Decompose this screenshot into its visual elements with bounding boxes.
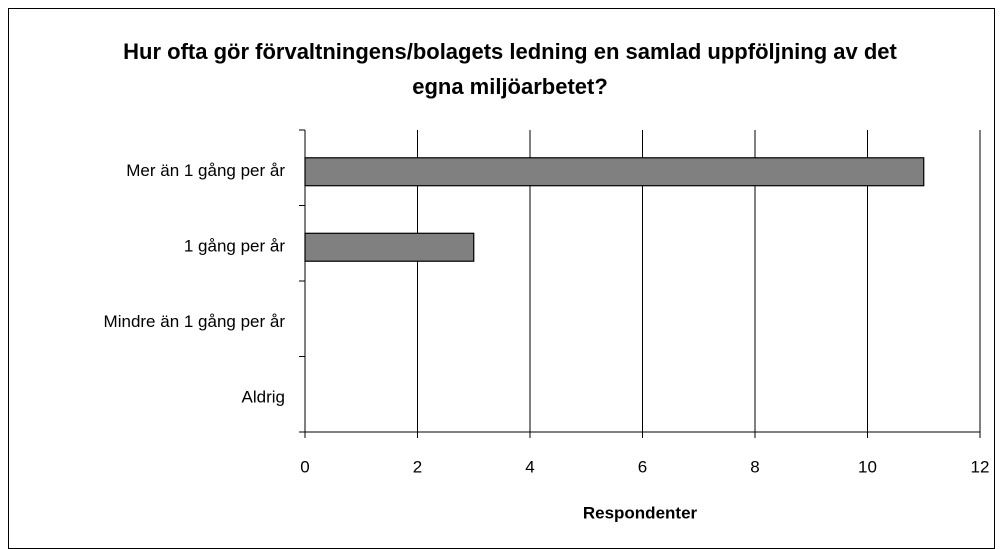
y-tick-label: 1 gång per år [184, 237, 285, 256]
x-tick-label: 10 [858, 457, 877, 476]
x-tick-label: 4 [525, 457, 534, 476]
chart-title: Hur ofta gör förvaltningens/bolagets led… [123, 39, 897, 99]
x-tick-label: 2 [413, 457, 422, 476]
x-tick-label: 8 [750, 457, 759, 476]
x-tick-label: 12 [971, 457, 990, 476]
x-tick-label: 0 [300, 457, 309, 476]
x-tick-label: 6 [638, 457, 647, 476]
x-axis-label: Respondenter [583, 503, 698, 522]
y-tick-label: Aldrig [242, 388, 285, 407]
y-tick-label: Mer än 1 gång per år [126, 161, 285, 180]
bar [304, 157, 925, 187]
bar [304, 232, 475, 262]
chart-border [8, 8, 995, 549]
y-tick-label: Mindre än 1 gång per år [104, 312, 286, 331]
